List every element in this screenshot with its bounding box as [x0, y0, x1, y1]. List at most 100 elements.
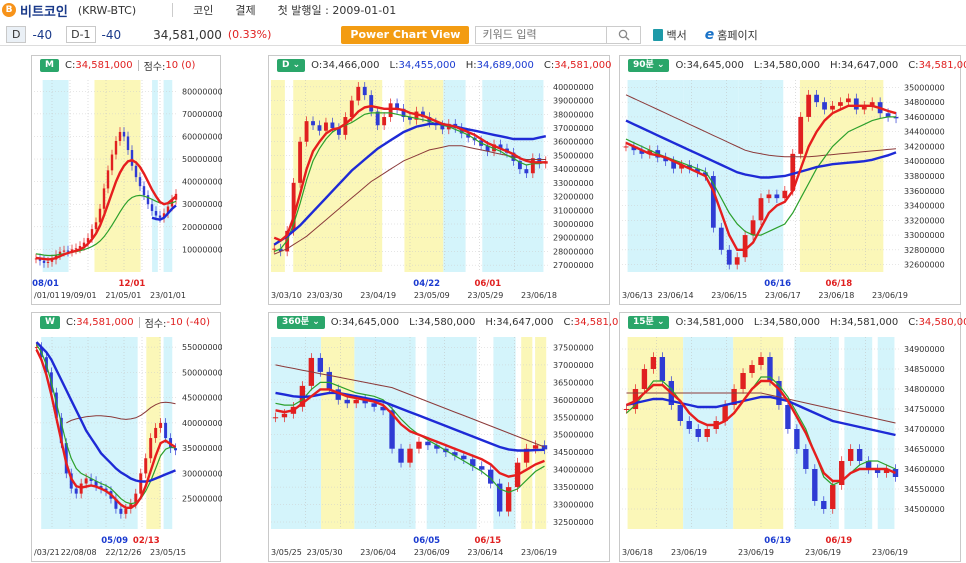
candle-body: [343, 117, 348, 135]
y-tick-label: 34600000: [904, 113, 945, 122]
x-tick-label: /01/01: [34, 291, 60, 300]
x-tick-label: 23/06/19: [872, 291, 908, 300]
y-tick-label: 50000000: [182, 155, 222, 164]
field-value: 34,581,000: [554, 59, 612, 71]
x-tick-label: 23/06/19: [872, 548, 908, 557]
field-value: 34,581,000: [686, 316, 744, 328]
candle-body: [623, 409, 630, 410]
homepage-link[interactable]: e 홈페이지: [687, 27, 758, 43]
candle-body: [830, 485, 836, 509]
top-bar: B 비트코인 (KRW-BTC) 코인 결제 첫 발행일 : 2009-01-0…: [0, 0, 966, 20]
field-label: L:: [753, 316, 763, 328]
candle-body: [420, 111, 425, 118]
candle-body: [94, 481, 98, 487]
y-tick-label: 45000000: [182, 394, 222, 403]
menu-coin[interactable]: 코인: [193, 4, 214, 17]
candle-body: [344, 399, 350, 404]
candle-body: [408, 117, 412, 120]
candle-body: [166, 206, 170, 214]
x-tick-label: 23/06/17: [765, 291, 801, 300]
candle-body: [479, 466, 485, 470]
candle-body: [59, 417, 63, 444]
candle-body: [631, 146, 637, 151]
period-selector[interactable]: 15분 ⌄: [628, 315, 670, 329]
candle-body: [126, 136, 130, 151]
candle-body: [291, 182, 296, 231]
candle-body: [703, 172, 708, 176]
whitepaper-link[interactable]: 백서: [653, 27, 687, 43]
candle-body: [847, 449, 854, 461]
candle-body: [94, 222, 98, 230]
candle-body: [532, 445, 539, 449]
highlight-band: [521, 337, 533, 529]
candle-body: [822, 102, 827, 110]
date-marker: 06/19: [825, 536, 852, 546]
period2-box[interactable]: D-1: [66, 26, 96, 43]
field-value: 34,466,000: [322, 59, 380, 71]
y-tick-label: 32800000: [904, 246, 945, 255]
candle-body: [335, 389, 341, 400]
ma-line-fast: [625, 104, 897, 251]
candle-body: [98, 208, 102, 223]
x-tick-label: 23/06/19: [738, 548, 774, 557]
search-input[interactable]: [476, 28, 607, 41]
candle-body: [647, 150, 653, 154]
y-tick-label: 36000000: [553, 396, 594, 405]
period-selector[interactable]: D ⌄: [277, 58, 306, 72]
period-selector[interactable]: M: [40, 58, 59, 72]
candle-body: [414, 111, 419, 120]
y-tick-label: 70000000: [182, 110, 222, 119]
candle-body: [821, 501, 827, 509]
candle-body: [353, 399, 359, 404]
candle-body: [139, 473, 143, 494]
candle-body: [398, 448, 404, 463]
search-button[interactable]: [606, 26, 640, 43]
candle-body: [726, 249, 732, 265]
y-tick-label: 39000000: [553, 97, 594, 106]
menu-payment[interactable]: 결제: [235, 4, 256, 17]
x-tick-label: 23/01/01: [150, 291, 186, 300]
highlight-band: [163, 337, 173, 529]
ma-line-slow: [273, 122, 547, 246]
highlight-band: [354, 337, 416, 529]
x-tick-label: 23/06/18: [818, 291, 854, 300]
y-tick-label: 25000000: [182, 495, 222, 504]
field-label: O:: [675, 316, 687, 328]
y-tick-label: 34000000: [904, 157, 945, 166]
issue-date: 첫 발행일 : 2009-01-01: [277, 4, 397, 17]
power-chart-view-button[interactable]: Power Chart View: [341, 25, 470, 44]
candle-body: [641, 369, 648, 389]
field-label: H:: [485, 316, 497, 328]
period1-box[interactable]: D: [6, 26, 27, 43]
period-selector[interactable]: 90분 ⌄: [628, 58, 670, 72]
y-tick-label: 33000000: [553, 179, 594, 188]
candle-body: [138, 177, 142, 187]
ma-line-mid: [35, 194, 177, 257]
y-tick-label: 28000000: [553, 247, 594, 256]
candle-body: [362, 399, 368, 404]
field-value: -10 (-40): [166, 316, 210, 328]
candle-body: [427, 117, 432, 123]
candle-body: [70, 249, 74, 252]
period-selector[interactable]: W: [40, 315, 60, 329]
field-value: 34,645,000: [686, 59, 744, 71]
divider: [172, 3, 174, 17]
candle-body: [150, 204, 154, 212]
x-tick-label: 23/06/14: [658, 291, 694, 300]
candle-body: [541, 445, 548, 450]
book-icon: [653, 28, 664, 41]
candle-body: [767, 357, 773, 381]
highlight-band: [482, 80, 544, 272]
field-label: L:: [409, 316, 419, 328]
y-tick-label: 33600000: [904, 187, 945, 196]
y-tick-label: 33800000: [904, 172, 945, 181]
x-tick-label: 23/06/14: [467, 548, 503, 557]
search-box: [475, 25, 642, 44]
x-tick-label: 23/06/19: [671, 548, 707, 557]
y-tick-label: 40000000: [182, 178, 222, 187]
field-value: 34,581,000: [75, 59, 133, 71]
candle-body: [124, 508, 128, 514]
y-tick-label: 30000000: [182, 200, 222, 209]
period-selector[interactable]: 360분 ⌄: [277, 315, 325, 329]
y-tick-label: 34500000: [904, 505, 945, 514]
